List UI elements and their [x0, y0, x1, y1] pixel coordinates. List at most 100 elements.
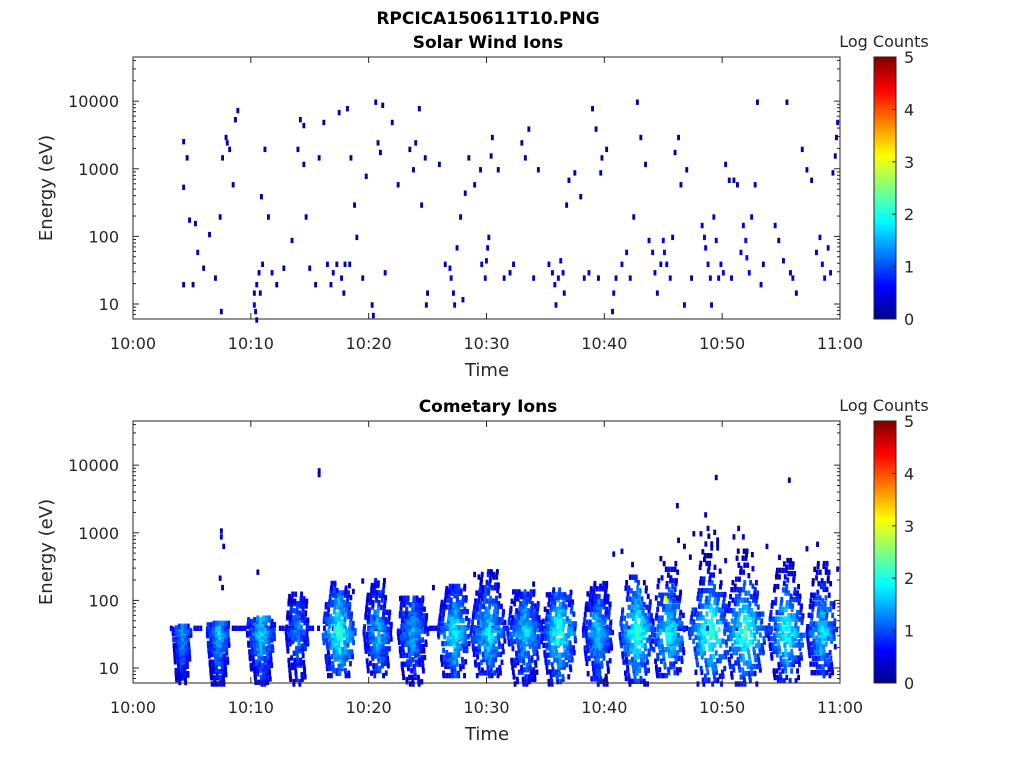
heatmap-cell — [696, 630, 700, 637]
heatmap-cell — [753, 635, 757, 642]
heatmap-cell — [777, 661, 781, 668]
heatmap-cell — [826, 575, 830, 581]
heatmap-cell — [754, 656, 758, 663]
heatmap-cell — [817, 632, 821, 639]
heatmap-cell — [690, 630, 694, 637]
heatmap-cell — [815, 249, 818, 256]
heatmap-cell — [317, 468, 321, 474]
heatmap-cell — [666, 638, 669, 644]
heatmap-cell — [513, 601, 517, 607]
heatmap-cell — [792, 616, 796, 622]
heatmap-cell — [593, 580, 597, 587]
heatmap-cell — [657, 615, 661, 621]
heatmap-cell — [445, 586, 449, 592]
heatmap-cell — [570, 628, 573, 634]
heatmap-cell — [829, 601, 833, 607]
heatmap-cell — [731, 646, 735, 652]
heatmap-cell — [482, 603, 486, 610]
heatmap-cell — [262, 615, 266, 621]
heatmap-cell — [346, 642, 350, 648]
heatmap-cell — [295, 676, 298, 682]
heatmap-cell — [510, 636, 514, 642]
heatmap-cell — [177, 623, 181, 629]
heatmap-cell — [364, 612, 368, 618]
heatmap-cell — [325, 642, 329, 648]
heatmap-cell — [249, 639, 253, 645]
heatmap-cell — [751, 639, 755, 645]
heatmap-cell — [819, 612, 823, 618]
heatmap-cell — [706, 638, 710, 644]
heatmap-cell — [258, 290, 262, 296]
heatmap-cell — [680, 658, 684, 664]
heatmap-cell — [408, 681, 412, 687]
heatmap-cell — [694, 634, 698, 640]
heatmap-cell — [732, 667, 736, 673]
heatmap-cell — [782, 658, 786, 664]
heatmap-cell — [467, 618, 471, 624]
heatmap-cell — [282, 265, 286, 271]
heatmap-cell — [722, 595, 726, 602]
heatmap-cell — [825, 612, 829, 618]
heatmap-cell — [517, 589, 521, 595]
heatmap-cell — [672, 578, 675, 584]
heatmap-cell — [637, 662, 641, 668]
heatmap-cell — [252, 620, 256, 626]
heatmap-cell — [673, 609, 677, 616]
heatmap-cell — [787, 477, 791, 483]
heatmap-cell — [333, 625, 337, 631]
heatmap-cell — [787, 652, 791, 658]
heatmap-cell — [376, 646, 379, 652]
heatmap-cell — [824, 569, 828, 575]
heatmap-cell — [252, 635, 256, 642]
heatmap-cell — [599, 170, 603, 176]
heatmap-cell — [711, 630, 715, 637]
heatmap-cell — [723, 607, 727, 613]
heatmap-cell — [638, 612, 642, 619]
heatmap-cell — [758, 646, 762, 652]
heatmap-cell — [388, 609, 392, 615]
heatmap-cell — [810, 612, 814, 618]
heatmap-cell — [648, 623, 652, 630]
heatmap-cell — [738, 607, 742, 614]
heatmap-cell — [510, 657, 514, 664]
heatmap-cell — [361, 275, 365, 281]
heatmap-cell — [669, 661, 673, 667]
heatmap-cell — [665, 621, 669, 627]
heatmap-cell — [263, 146, 267, 153]
heatmap-cell — [322, 639, 326, 646]
heatmap-cell — [620, 643, 623, 649]
heatmap-cell — [422, 668, 425, 674]
heatmap-cell — [173, 657, 177, 663]
heatmap-cell — [706, 669, 710, 675]
heatmap-cell — [771, 642, 775, 648]
x-tick-label: 11:00 — [817, 698, 863, 717]
heatmap-cell — [536, 167, 540, 173]
colorbar-gradient — [873, 420, 897, 684]
heatmap-cell — [375, 590, 379, 596]
heatmap-cell — [776, 639, 780, 645]
heatmap-cell — [387, 646, 391, 652]
heatmap-cell — [349, 594, 353, 601]
heatmap-cell — [419, 648, 423, 654]
heatmap-cell — [793, 629, 797, 635]
heatmap-cell — [567, 633, 571, 639]
heatmap-cell — [376, 140, 380, 146]
heatmap-cell — [455, 636, 459, 642]
heatmap-cell — [777, 616, 781, 622]
heatmap-cell — [591, 598, 595, 605]
heatmap-cell — [547, 601, 551, 608]
heatmap-cell — [821, 618, 825, 624]
heatmap-cell — [823, 658, 827, 664]
heatmap-cell — [353, 628, 357, 634]
heatmap-cell — [559, 678, 563, 685]
heatmap-cell — [759, 282, 763, 288]
heatmap-cell — [776, 622, 780, 629]
heatmap-cell — [206, 640, 210, 647]
heatmap-cell — [699, 646, 703, 652]
heatmap-cell — [383, 578, 386, 584]
heatmap-cell — [727, 621, 731, 628]
heatmap-cell — [594, 593, 598, 600]
heatmap-cell — [823, 655, 827, 661]
heatmap-cell — [378, 590, 382, 596]
y-tick-label: 1000 — [78, 160, 119, 179]
